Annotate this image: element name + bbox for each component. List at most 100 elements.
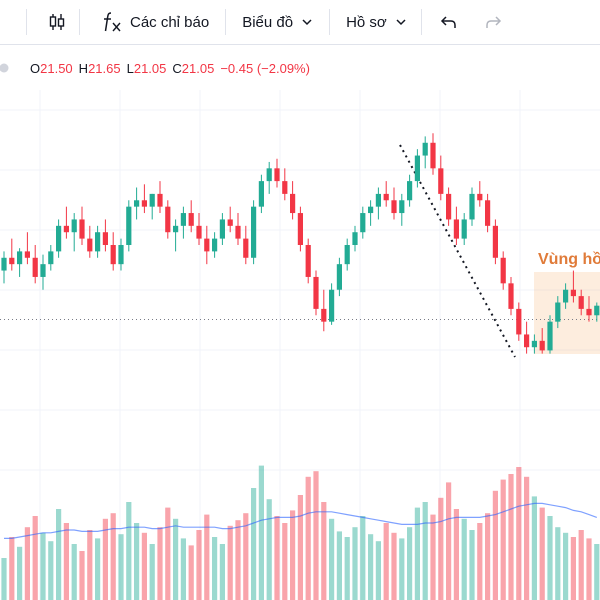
high-value: 21.65 bbox=[88, 60, 121, 76]
candle-body bbox=[219, 219, 225, 239]
volume-bar bbox=[95, 538, 101, 600]
candle-body bbox=[368, 206, 374, 214]
volume-bar bbox=[56, 509, 62, 600]
candlestick-type-button[interactable] bbox=[47, 0, 67, 44]
candle bbox=[453, 206, 459, 245]
candle bbox=[313, 270, 319, 316]
volume-bar bbox=[446, 482, 452, 600]
volume-bar bbox=[48, 541, 54, 600]
fx-icon bbox=[104, 12, 121, 32]
volume-bar bbox=[227, 525, 233, 600]
volume-bar bbox=[422, 502, 428, 600]
candle bbox=[555, 296, 561, 329]
candle bbox=[547, 315, 553, 354]
candle bbox=[149, 193, 155, 220]
volume-bar bbox=[555, 527, 561, 600]
candle bbox=[134, 187, 140, 220]
candle-body bbox=[134, 200, 140, 207]
candle-body bbox=[274, 168, 280, 182]
candle bbox=[531, 334, 537, 354]
candle bbox=[516, 302, 522, 341]
candle bbox=[578, 289, 584, 316]
candle-body bbox=[516, 308, 522, 335]
candle bbox=[500, 251, 506, 290]
candle bbox=[196, 213, 202, 245]
volume-bar bbox=[204, 514, 210, 600]
candle-body bbox=[578, 296, 584, 309]
chart-menu-button[interactable]: Biểu đồ bbox=[242, 0, 313, 44]
candle-body bbox=[594, 305, 600, 316]
candle bbox=[368, 200, 374, 226]
candle bbox=[539, 328, 545, 354]
candle bbox=[157, 181, 163, 214]
candle-body bbox=[524, 334, 530, 348]
price-chart[interactable]: Vùng hồ bbox=[0, 44, 600, 600]
candle bbox=[71, 213, 77, 252]
candle bbox=[1, 251, 7, 284]
candle bbox=[391, 187, 397, 220]
redo-button[interactable] bbox=[484, 0, 502, 44]
candle-body bbox=[126, 206, 132, 245]
candle bbox=[235, 213, 241, 245]
volume-bar bbox=[430, 514, 436, 600]
candle bbox=[102, 219, 108, 252]
volume-bar bbox=[212, 537, 218, 600]
candle bbox=[9, 238, 15, 271]
candle bbox=[219, 213, 225, 245]
indicators-button[interactable]: Các chỉ báo bbox=[100, 0, 209, 44]
volume-bar bbox=[508, 474, 514, 600]
candle-body bbox=[32, 257, 38, 277]
volume-bar bbox=[438, 497, 444, 600]
volume-bar bbox=[453, 509, 459, 600]
candle bbox=[430, 133, 436, 175]
candle bbox=[399, 193, 405, 226]
volume-bar bbox=[282, 523, 288, 600]
candle bbox=[344, 238, 350, 271]
volume-bar bbox=[329, 518, 335, 600]
volume-bar bbox=[531, 496, 537, 600]
volume-bar bbox=[313, 471, 319, 600]
volume-bar bbox=[110, 513, 116, 600]
redo-icon bbox=[486, 16, 501, 28]
volume-bar bbox=[368, 534, 374, 600]
close-label: C bbox=[172, 60, 182, 76]
candle bbox=[297, 206, 303, 252]
candle-body bbox=[297, 213, 303, 245]
volume-bar bbox=[157, 527, 163, 600]
chart-toolbar: Các chỉ báo Biểu đồ Hồ sơ bbox=[0, 0, 600, 45]
volume-bar bbox=[399, 538, 405, 600]
collapse-legend-icon[interactable] bbox=[0, 58, 12, 78]
volume-bar bbox=[79, 551, 85, 600]
volume-bar bbox=[1, 558, 7, 600]
volume-bar bbox=[492, 490, 498, 600]
candle-body bbox=[95, 232, 101, 252]
candlesticks bbox=[1, 133, 600, 354]
volume-bar bbox=[274, 516, 280, 600]
volume-bar bbox=[586, 538, 592, 600]
volume-bar bbox=[594, 544, 600, 600]
candle bbox=[290, 181, 296, 220]
volume-bar bbox=[71, 544, 77, 600]
volume-bar bbox=[180, 538, 186, 600]
candle-body bbox=[547, 321, 553, 351]
candle bbox=[141, 184, 147, 214]
volume-bar bbox=[336, 531, 342, 600]
volume-bar bbox=[40, 532, 46, 600]
candle bbox=[477, 181, 483, 207]
volume-bar bbox=[414, 507, 420, 600]
candle-body bbox=[71, 219, 77, 233]
volume-bar bbox=[87, 530, 93, 600]
volume-bar bbox=[266, 499, 272, 600]
undo-button[interactable] bbox=[440, 0, 458, 44]
profile-menu-button[interactable]: Hồ sơ bbox=[346, 0, 407, 44]
close-value: 21.05 bbox=[181, 60, 215, 76]
volume-bar bbox=[290, 510, 296, 600]
candle bbox=[586, 296, 592, 322]
volume-bar bbox=[461, 518, 467, 600]
candle-body bbox=[508, 283, 514, 309]
candle bbox=[469, 187, 475, 226]
candle-body bbox=[477, 193, 483, 201]
volume-bar bbox=[258, 465, 264, 600]
candle bbox=[48, 245, 54, 271]
candle bbox=[212, 232, 218, 258]
